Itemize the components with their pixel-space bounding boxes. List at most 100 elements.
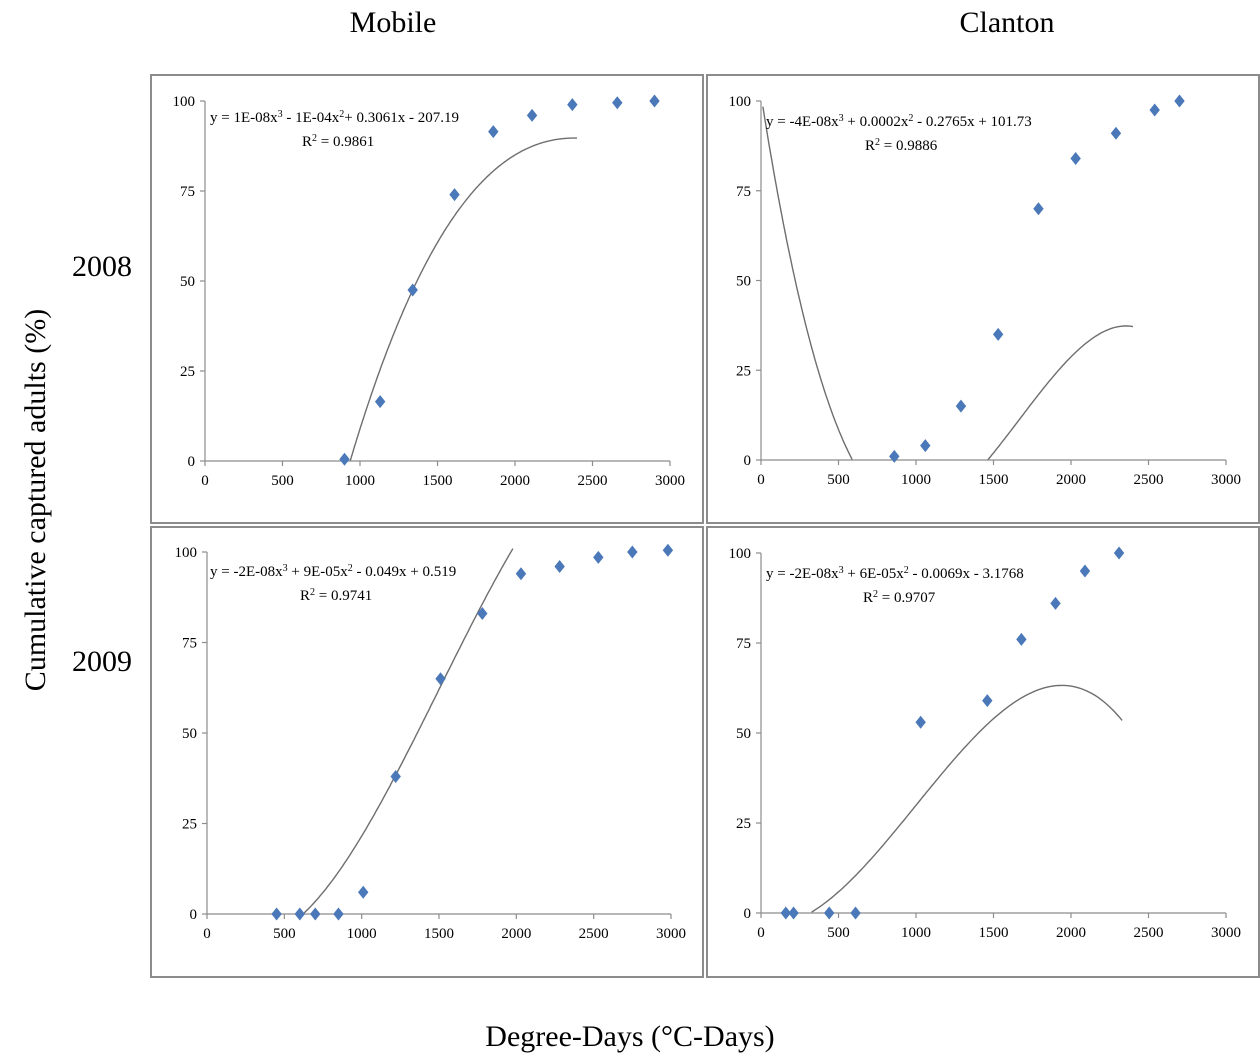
y-tick-label: 100 xyxy=(729,94,752,110)
y-tick-label: 0 xyxy=(188,454,196,470)
y-tick-label: 0 xyxy=(190,907,198,923)
data-point xyxy=(358,885,369,899)
y-tick-label: 50 xyxy=(736,726,751,742)
x-tick-label: 2000 xyxy=(500,473,530,489)
r-squared-label: R2 = 0.9707 xyxy=(863,589,936,607)
x-tick-label: 500 xyxy=(827,925,850,941)
y-tick-label: 75 xyxy=(736,184,751,200)
trendline xyxy=(303,548,514,914)
y-tick-label: 25 xyxy=(180,364,195,380)
x-tick-label: 2000 xyxy=(1056,925,1086,941)
y-tick-label: 100 xyxy=(729,546,752,562)
data-point xyxy=(955,399,967,413)
data-point xyxy=(1174,94,1185,108)
data-point xyxy=(915,715,926,729)
y-tick-label: 25 xyxy=(182,817,197,833)
data-point xyxy=(271,907,282,921)
data-point xyxy=(1079,564,1091,578)
data-point xyxy=(310,907,321,921)
data-point xyxy=(333,907,344,921)
data-point xyxy=(449,188,460,202)
data-point xyxy=(1113,546,1125,560)
chart-panel-mobile-2009: 0 25 50 75 100 0 500 1000 1500 2000 2500 3000 y = -2… xyxy=(150,526,704,978)
x-tick-label: 0 xyxy=(757,472,765,488)
data-point xyxy=(407,283,418,297)
data-point xyxy=(515,567,527,581)
chart-panel-mobile-2008: 0 25 50 75 100 0 500 1000 1500 2000 2500 3000 y = 1E… xyxy=(150,74,704,524)
x-tick-label: 0 xyxy=(203,926,211,942)
x-tick-label: 3000 xyxy=(656,926,686,942)
x-tick-label: 2000 xyxy=(501,926,531,942)
y-tick-label: 100 xyxy=(173,94,196,110)
data-point xyxy=(374,395,386,409)
data-point xyxy=(1050,596,1061,610)
data-point xyxy=(477,607,488,621)
y-tick-label: 75 xyxy=(182,636,197,652)
x-tick-label: 1500 xyxy=(979,472,1009,488)
data-point xyxy=(1110,126,1122,140)
x-tick-label: 1000 xyxy=(901,472,931,488)
r-squared-label: R2 = 0.9861 xyxy=(302,133,374,151)
column-title-clanton: Clanton xyxy=(959,6,1055,39)
x-tick-label: 3000 xyxy=(1211,925,1241,941)
data-point xyxy=(824,906,835,920)
data-point xyxy=(1016,632,1027,646)
y-tick-label: 75 xyxy=(736,636,751,652)
data-point xyxy=(339,452,350,466)
trendline xyxy=(762,106,1134,461)
data-point xyxy=(1149,103,1160,117)
x-tick-label: 2000 xyxy=(1056,472,1086,488)
data-point xyxy=(612,96,623,110)
data-point xyxy=(920,439,931,453)
x-tick-label: 3000 xyxy=(1211,472,1241,488)
data-point xyxy=(992,327,1004,341)
x-tick-label: 1500 xyxy=(423,473,453,489)
data-point xyxy=(788,906,799,920)
x-tick-label: 1000 xyxy=(901,925,931,941)
y-tick-label: 50 xyxy=(736,274,751,290)
y-tick-label: 50 xyxy=(182,726,197,742)
data-point xyxy=(526,108,538,122)
y-tick-label: 0 xyxy=(744,906,752,922)
trend-equation: y = -2E-08x3 + 6E-05x2 - 0.0069x - 3.176… xyxy=(766,565,1024,583)
r-squared-label: R2 = 0.9741 xyxy=(300,587,372,605)
data-point xyxy=(1070,151,1081,165)
y-tick-label: 100 xyxy=(175,545,198,561)
trend-equation: y = -2E-08x3 + 9E-05x2 - 0.049x + 0.519 xyxy=(210,563,456,581)
x-tick-label: 2500 xyxy=(1134,472,1164,488)
chart-panel-clanton-2008: 0 25 50 75 100 0 500 1000 1500 2000 2500 3000 y = -4… xyxy=(706,74,1260,524)
x-tick-label: 2500 xyxy=(1134,925,1164,941)
y-tick-label: 50 xyxy=(180,274,195,290)
data-point xyxy=(982,694,993,708)
data-point xyxy=(593,550,604,564)
x-tick-label: 500 xyxy=(273,926,296,942)
r-squared-label: R2 = 0.9886 xyxy=(865,137,938,155)
x-tick-label: 0 xyxy=(201,473,209,489)
chart-panel-clanton-2009: 0 25 50 75 100 0 500 1000 1500 2000 2500 3000 y = -2… xyxy=(706,526,1260,978)
data-point xyxy=(567,98,578,112)
data-point xyxy=(662,543,674,557)
x-tick-label: 1000 xyxy=(345,473,375,489)
trend-equation: y = -4E-08x3 + 0.0002x2 - 0.2765x + 101.… xyxy=(766,113,1032,131)
data-point xyxy=(488,125,499,139)
y-tick-label: 75 xyxy=(180,184,195,200)
data-point xyxy=(554,559,565,573)
trendline xyxy=(349,137,577,461)
x-tick-label: 2500 xyxy=(579,926,609,942)
x-tick-label: 500 xyxy=(271,473,294,489)
column-title-mobile: Mobile xyxy=(349,6,437,39)
y-tick-label: 25 xyxy=(736,816,751,832)
x-tick-label: 500 xyxy=(827,472,850,488)
y-tick-label: 25 xyxy=(736,363,751,379)
trendline xyxy=(811,684,1123,913)
row-title-2008: 2008 xyxy=(72,250,132,283)
data-point xyxy=(294,907,305,921)
x-tick-label: 1000 xyxy=(347,926,377,942)
data-point xyxy=(627,545,638,559)
data-point xyxy=(649,94,660,108)
trend-equation: y = 1E-08x3 - 1E-04x2+ 0.3061x - 207.19 xyxy=(210,109,459,127)
